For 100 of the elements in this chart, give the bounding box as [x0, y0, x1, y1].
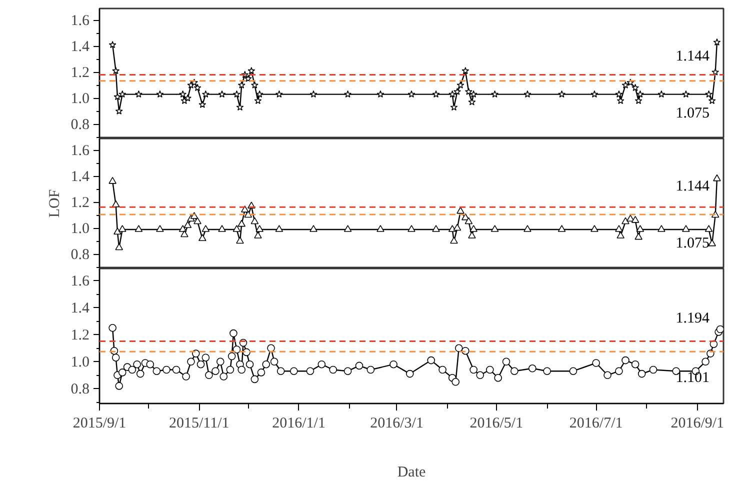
point	[622, 217, 630, 224]
y-tick-label: 1.6	[70, 143, 90, 160]
point	[344, 90, 352, 98]
point	[616, 96, 624, 104]
point	[134, 90, 142, 98]
point	[470, 90, 478, 98]
point	[115, 243, 123, 250]
point	[470, 225, 478, 232]
point	[232, 90, 240, 98]
point	[194, 84, 202, 92]
x-tick-label: 2016/7/1	[569, 416, 623, 432]
point	[713, 174, 721, 182]
point	[622, 81, 630, 88]
point	[184, 221, 192, 228]
y-tick-label: 1.2	[70, 195, 90, 212]
annotation: 1.194	[676, 310, 710, 326]
y-tick-label: 1.0	[70, 221, 90, 238]
point	[248, 67, 256, 74]
y-tick-label: 0.8	[70, 117, 90, 134]
point	[250, 217, 259, 224]
point	[456, 81, 464, 88]
annotation: 1.144	[676, 48, 710, 64]
point	[108, 41, 116, 48]
point	[202, 90, 210, 98]
point	[236, 103, 244, 111]
point	[232, 225, 241, 232]
point	[114, 228, 122, 235]
point	[658, 225, 666, 232]
point	[468, 232, 476, 238]
point	[202, 225, 210, 232]
point	[178, 225, 187, 232]
point	[344, 225, 352, 232]
point	[448, 90, 456, 98]
y-tick-label: 1.6	[70, 13, 90, 30]
point	[590, 225, 598, 232]
point	[450, 236, 458, 244]
point	[238, 81, 246, 88]
x-tick-label: 2016/3/1	[370, 416, 424, 432]
point	[524, 225, 532, 232]
y-tick-label: 0.8	[70, 382, 90, 398]
point	[275, 90, 283, 98]
point	[118, 90, 126, 98]
point	[156, 90, 164, 98]
point	[456, 206, 464, 214]
point	[432, 90, 440, 98]
point	[524, 90, 532, 98]
point	[179, 90, 187, 98]
point	[490, 225, 499, 232]
point	[454, 88, 461, 95]
annotation: 1.075	[676, 106, 710, 122]
point	[616, 232, 624, 238]
point	[238, 220, 246, 227]
point	[615, 90, 623, 98]
point	[198, 100, 206, 108]
point	[632, 84, 640, 92]
point	[408, 225, 416, 232]
point	[244, 210, 252, 218]
point	[114, 93, 122, 100]
annotation: 1.101	[676, 370, 710, 386]
point	[631, 216, 640, 223]
y-axis-title: LOF	[46, 189, 63, 218]
x-tick-label: 2016/9/1	[670, 416, 724, 432]
point	[254, 96, 262, 104]
annotation: 1.144	[676, 178, 710, 194]
point	[310, 225, 318, 232]
point	[244, 74, 252, 82]
point	[712, 68, 720, 76]
point	[310, 90, 318, 98]
point	[250, 81, 258, 88]
point	[491, 90, 499, 98]
point	[108, 176, 116, 184]
point	[453, 224, 462, 231]
point	[464, 88, 472, 95]
point	[134, 225, 143, 232]
y-tick-label: 1.4	[70, 169, 90, 186]
point	[636, 225, 644, 232]
point	[112, 67, 120, 74]
point	[198, 234, 206, 242]
y-tick-label: 1.2	[70, 65, 90, 82]
point	[708, 96, 716, 104]
point	[180, 230, 188, 238]
point	[682, 225, 690, 232]
point	[256, 225, 264, 232]
point	[462, 67, 470, 74]
point	[464, 217, 473, 224]
point	[256, 90, 264, 98]
point	[376, 90, 384, 98]
point	[254, 232, 262, 238]
point	[636, 90, 644, 98]
point	[184, 94, 192, 102]
point	[112, 200, 120, 208]
point	[408, 90, 416, 98]
point	[218, 90, 226, 98]
x-axis-title: Date	[397, 464, 426, 480]
point	[376, 225, 384, 232]
point	[634, 232, 642, 240]
point	[634, 96, 642, 104]
point	[713, 38, 721, 46]
point	[432, 225, 440, 232]
y-tick-label: 1.4	[70, 300, 90, 317]
